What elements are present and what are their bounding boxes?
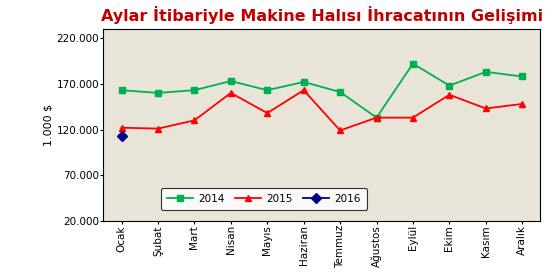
2014 [337,90,343,94]
2014 [300,80,307,84]
2014 [519,75,525,78]
2014 [118,89,125,92]
Line: 2014: 2014 [118,61,525,121]
Legend: 2014, 2015, 2016: 2014, 2015, 2016 [161,188,367,210]
2015 [300,89,307,92]
2015 [264,112,270,115]
2014 [228,79,234,83]
Y-axis label: 1.000 $: 1.000 $ [44,104,54,146]
2015 [191,119,198,122]
2014 [483,70,489,73]
2015 [337,129,343,132]
2014 [446,84,453,87]
2015 [373,116,380,119]
2014 [155,91,161,95]
2014 [410,62,416,65]
Line: 2015: 2015 [118,87,526,134]
2014 [373,116,380,119]
2015 [155,127,161,130]
2015 [483,107,489,110]
Title: Aylar İtibariyle Makine Halısı İhracatının Gelişimi: Aylar İtibariyle Makine Halısı İhracatın… [101,5,543,24]
2014 [191,89,198,92]
2015 [446,93,453,96]
2015 [228,91,234,95]
2015 [118,126,125,129]
2015 [519,102,525,105]
2015 [410,116,416,119]
2014 [264,89,270,92]
